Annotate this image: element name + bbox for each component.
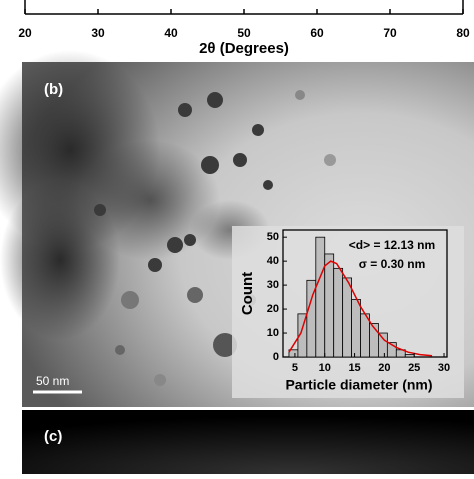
charts: 20 30 40 50 60 70 80 2θ (Degrees) 5 10 15 20 25 30 0 10… bbox=[18, 0, 470, 398]
x-tick-label: 70 bbox=[383, 26, 397, 40]
x-tick-label: 50 bbox=[237, 26, 251, 40]
bar bbox=[404, 354, 415, 358]
bar bbox=[333, 267, 344, 358]
x-tick-label: 30 bbox=[438, 362, 450, 374]
y-tick-label: 10 bbox=[267, 327, 279, 339]
x-axis-label: 2θ (Degrees) bbox=[199, 40, 289, 57]
panel-label: (c) bbox=[44, 428, 62, 445]
y-tick-label: 30 bbox=[267, 279, 279, 291]
bar bbox=[315, 236, 326, 358]
annotation: <d> = 12.13 nm bbox=[349, 238, 435, 252]
x-tick-label: 20 bbox=[18, 26, 32, 40]
particles bbox=[0, 50, 336, 386]
bar bbox=[378, 332, 388, 358]
y-tick-label: 20 bbox=[267, 303, 279, 315]
y-tick-label: 50 bbox=[267, 231, 279, 243]
y-tick-label: 0 bbox=[273, 351, 279, 363]
annotation: σ = 0.30 nm bbox=[359, 257, 426, 271]
x-tick-label: 25 bbox=[408, 362, 420, 374]
diffraction-image bbox=[22, 410, 474, 474]
bar bbox=[342, 277, 352, 358]
x-tick-label: 5 bbox=[292, 362, 298, 374]
x-tick-label: 15 bbox=[348, 362, 360, 374]
fit-curve bbox=[288, 260, 433, 357]
panel-label: (b) bbox=[44, 81, 63, 98]
bar bbox=[360, 313, 370, 358]
y-axis-label: Count bbox=[239, 272, 256, 315]
x-tick-label: 20 bbox=[378, 362, 390, 374]
bar bbox=[324, 253, 335, 358]
x-tick-label: 80 bbox=[456, 26, 470, 40]
x-tick-label: 30 bbox=[91, 26, 105, 40]
x-tick-label: 10 bbox=[319, 362, 331, 374]
x-tick-label: 40 bbox=[164, 26, 178, 40]
x-axis-label: Particle diameter (nm) bbox=[285, 377, 432, 393]
y-tick-label: 40 bbox=[267, 255, 279, 267]
x-tick-label: 60 bbox=[310, 26, 324, 40]
bar bbox=[351, 299, 361, 358]
scale-bar-label: 50 nm bbox=[36, 374, 69, 388]
